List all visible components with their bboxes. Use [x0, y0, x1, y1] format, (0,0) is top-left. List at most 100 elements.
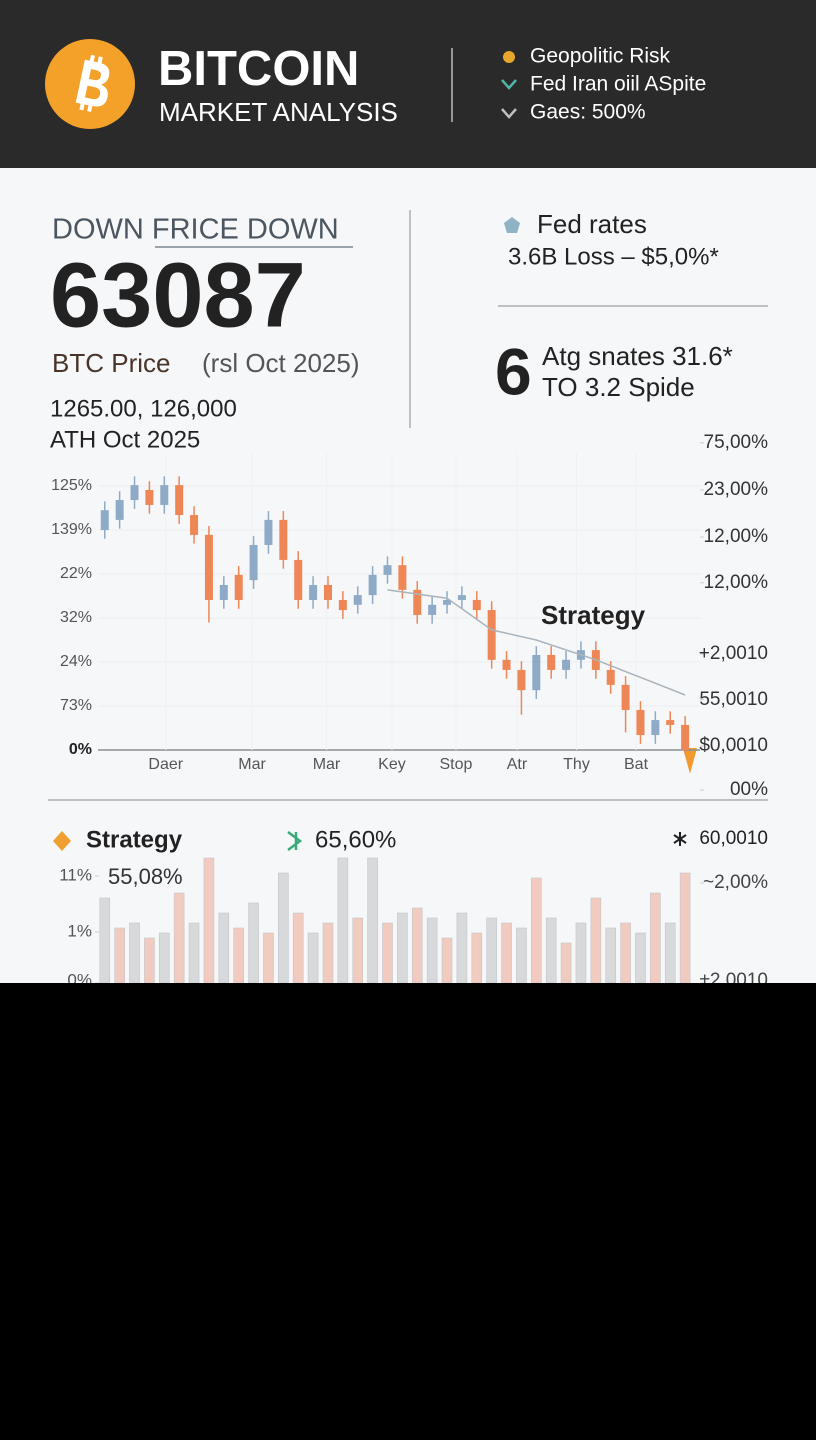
y2-tick-label: 55,0010	[699, 689, 768, 710]
bar	[188, 922, 200, 984]
bar	[679, 872, 691, 984]
bar-subtitle: 55,08%	[108, 864, 183, 889]
bar	[99, 897, 111, 984]
candle-body	[338, 599, 347, 611]
bar	[367, 857, 378, 984]
y-tick-label: 32%	[60, 609, 92, 626]
header-item: Fed Iran oiil ASpite	[530, 73, 706, 96]
candlestick-chart: 0% 73% 24% 32% 22% 139% 125% 75,00% 23,00% 12,00%…	[51, 432, 768, 800]
bar	[114, 927, 125, 984]
candle-body	[532, 654, 541, 691]
trend-line	[387, 589, 686, 696]
bar	[248, 902, 259, 984]
candle-body	[636, 709, 645, 736]
bar	[352, 917, 364, 984]
candle-body	[428, 604, 437, 615]
y-tick-label: 22%	[60, 565, 92, 582]
bar	[397, 912, 408, 984]
bar	[560, 942, 572, 984]
bar	[411, 907, 423, 984]
y2-tick-label: $0,0010	[699, 735, 768, 756]
x-tick-label: Atr	[507, 756, 528, 773]
candle-body	[398, 565, 407, 590]
candle-body	[279, 519, 288, 560]
header-item: Gaes: 500%	[530, 101, 646, 124]
y-tick-label: 24%	[60, 653, 92, 670]
corner-note: 60,0010	[699, 828, 768, 849]
bar	[605, 927, 617, 984]
candle-body	[294, 559, 303, 600]
bar	[486, 917, 497, 984]
bar	[382, 922, 393, 984]
bar	[664, 922, 676, 984]
fed-icon	[504, 217, 520, 233]
fed-title: Fed rates	[537, 209, 647, 239]
bitcoin-logo	[45, 39, 135, 129]
bar	[545, 917, 557, 984]
side-line: Atg snates 31.6*	[542, 341, 733, 371]
down-arrow	[683, 747, 697, 774]
bar	[426, 917, 438, 984]
bar	[173, 892, 185, 984]
y2-tick-label: ~2,00%	[703, 872, 768, 893]
candle-body	[249, 544, 258, 581]
bar	[218, 912, 230, 984]
y-tick-label: 139%	[51, 521, 92, 538]
bar	[575, 922, 587, 984]
bar	[501, 922, 512, 984]
item-icon	[501, 108, 517, 119]
candle-body	[204, 534, 213, 600]
candle-body	[457, 595, 466, 600]
price-label: BTC Price	[52, 348, 170, 378]
y-tick-label: 125%	[51, 477, 92, 494]
candle-body	[234, 574, 243, 600]
candle-body	[413, 589, 422, 615]
price: 63087	[50, 244, 306, 346]
bar	[129, 922, 140, 984]
strategy-icon	[53, 831, 71, 851]
candle-body	[651, 720, 660, 736]
star-icon	[673, 832, 687, 846]
y2-tick-label: 12,00%	[704, 572, 769, 593]
x-tick-label: Bat	[624, 756, 649, 773]
ath-values: 1265.00, 126,000	[50, 395, 237, 422]
candle-body	[547, 654, 556, 670]
candle-body	[368, 574, 377, 596]
candle-body	[115, 500, 124, 520]
candle-body	[264, 519, 273, 545]
content-panel	[0, 168, 816, 983]
x-tick-label: Key	[378, 756, 406, 773]
candle-body	[443, 599, 452, 605]
bar	[441, 937, 453, 984]
bar	[531, 877, 542, 984]
candle-body	[219, 585, 228, 600]
bar	[620, 922, 631, 984]
candle-body	[175, 485, 184, 516]
candle-body	[621, 684, 630, 710]
y2-tick-label: 12,00%	[704, 526, 769, 547]
candle-body	[502, 659, 511, 670]
x-tick-label: Daer	[148, 756, 183, 773]
bar	[337, 857, 349, 984]
header-item: Geopolitic Risk	[530, 45, 671, 68]
bar	[650, 892, 661, 984]
y2-tick-label: 00%	[730, 779, 768, 800]
candle-body	[383, 565, 392, 575]
candle-body	[160, 485, 169, 505]
candle-body	[323, 585, 332, 600]
y-tick-label: 0%	[69, 741, 92, 758]
annotation: Strategy	[541, 600, 646, 630]
bar	[292, 912, 304, 984]
highlight-icon	[287, 831, 303, 851]
candle-body	[681, 724, 690, 750]
y2-tick-label: 23,00%	[704, 479, 769, 500]
bar	[322, 922, 334, 984]
candle-body	[517, 669, 526, 691]
candle-body	[145, 489, 154, 505]
bar-highlight: 65,60%	[315, 826, 396, 853]
black-bottom	[0, 983, 816, 1440]
bar	[516, 927, 527, 984]
candle-body	[100, 510, 109, 530]
